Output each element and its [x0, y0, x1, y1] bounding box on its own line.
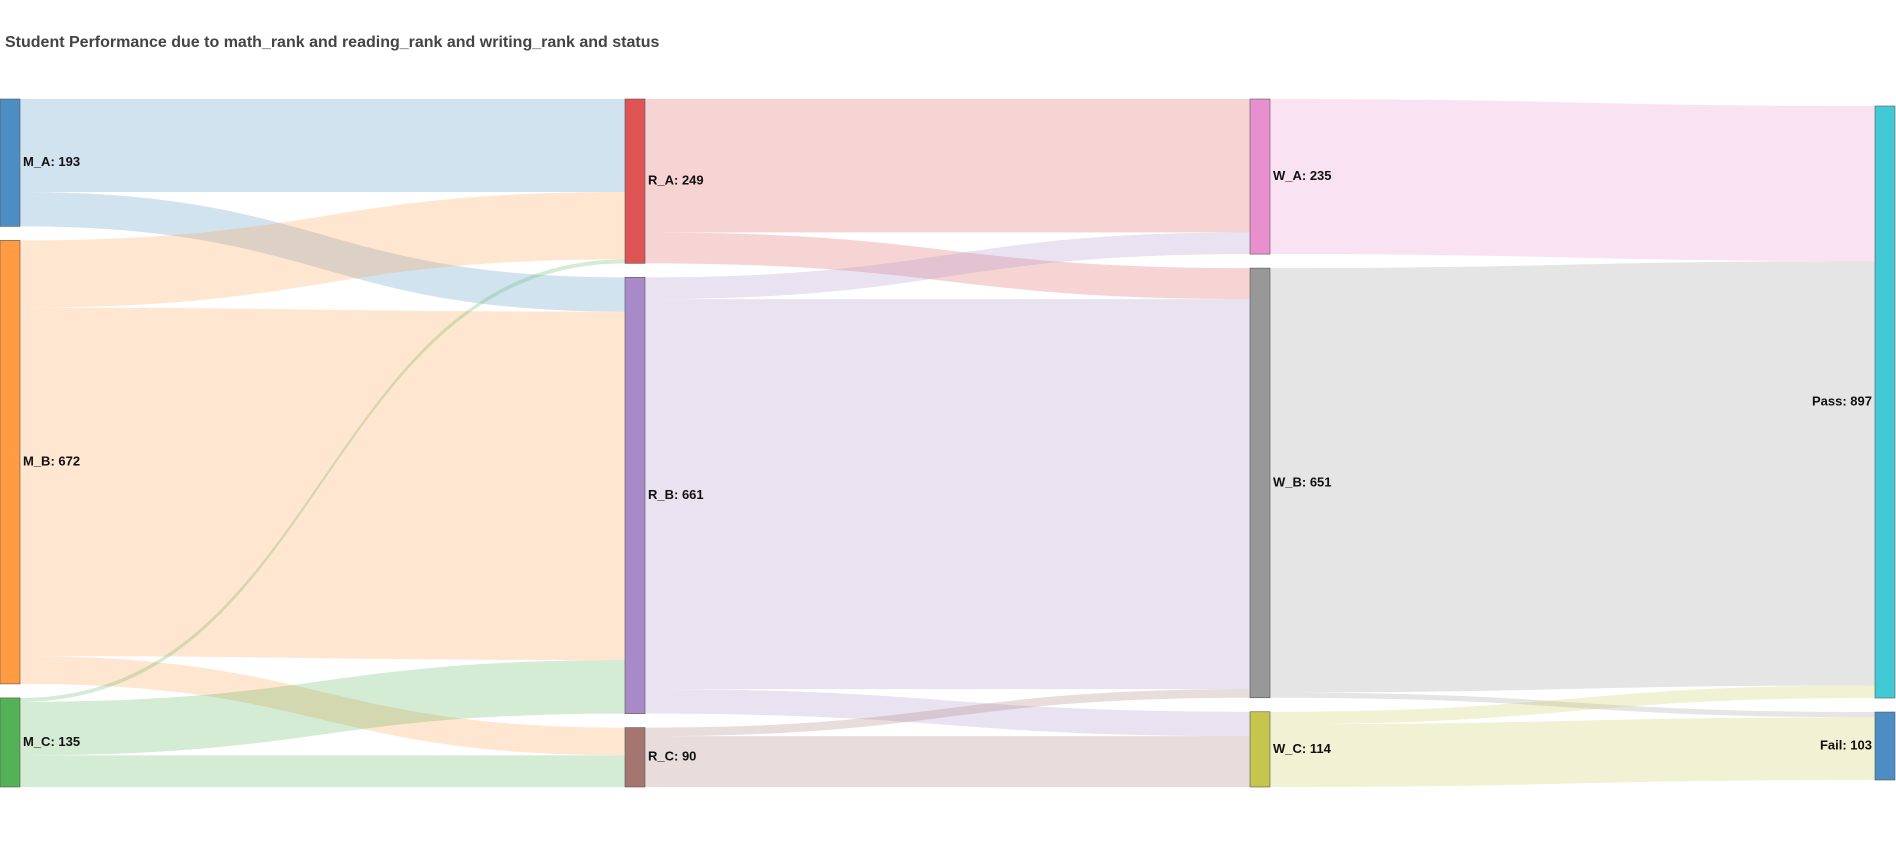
link-M_A-R_A[interactable] — [20, 99, 625, 193]
link-M_B-R_C[interactable] — [20, 656, 625, 756]
link-R_B-W_A[interactable] — [645, 232, 1250, 300]
node-label-R_B: R_B: 661 — [648, 487, 704, 502]
link-R_C-W_C[interactable] — [645, 736, 1250, 787]
node-label-Pass: Pass: 897 — [1812, 393, 1872, 408]
nodes-layer — [0, 98, 1896, 788]
node-label-Fail: Fail: 103 — [1820, 737, 1872, 752]
link-W_B-Fail[interactable] — [1270, 692, 1875, 718]
node-R_B[interactable] — [624, 277, 646, 714]
chart-title: Student Performance due to math_rank and… — [5, 34, 660, 51]
node-label-W_B: W_B: 651 — [1273, 474, 1332, 489]
node-Fail[interactable] — [1874, 711, 1896, 781]
link-R_B-W_C[interactable] — [645, 689, 1250, 737]
link-M_B-R_B[interactable] — [20, 307, 625, 661]
node-W_B[interactable] — [1249, 267, 1271, 699]
node-label-W_A: W_A: 235 — [1273, 168, 1332, 183]
link-W_A-Pass[interactable] — [1270, 99, 1875, 262]
node-R_A[interactable] — [624, 98, 646, 264]
link-M_A-R_B[interactable] — [20, 192, 625, 312]
node-label-R_C: R_C: 90 — [648, 749, 696, 764]
node-M_A[interactable] — [0, 98, 21, 227]
node-label-M_A: M_A: 193 — [23, 154, 80, 169]
node-M_B[interactable] — [0, 240, 21, 685]
link-W_C-Pass[interactable] — [1270, 685, 1875, 725]
link-M_C-R_A[interactable] — [20, 259, 625, 702]
node-label-M_C: M_C: 135 — [23, 734, 80, 749]
node-Pass[interactable] — [1874, 105, 1896, 699]
links-layer — [20, 99, 1875, 787]
link-R_A-W_B[interactable] — [645, 232, 1250, 300]
node-label-M_B: M_B: 672 — [23, 454, 80, 469]
link-M_B-R_A[interactable] — [20, 192, 625, 308]
link-M_C-R_C[interactable] — [20, 755, 625, 787]
node-M_C[interactable] — [0, 697, 21, 788]
link-R_C-W_B[interactable] — [645, 689, 1250, 737]
link-W_C-Fail[interactable] — [1270, 717, 1875, 787]
node-label-W_C: W_C: 114 — [1273, 741, 1332, 756]
node-W_A[interactable] — [1249, 98, 1271, 255]
link-R_A-W_A[interactable] — [645, 99, 1250, 233]
labels-layer: M_A: 193 M_B: 672 M_C: 135 R_A: 249 R_B: 661… — [23, 154, 1872, 764]
node-label-R_A: R_A: 249 — [648, 173, 704, 188]
node-R_C[interactable] — [624, 727, 646, 788]
link-R_B-W_B[interactable] — [645, 299, 1250, 690]
node-W_C[interactable] — [1249, 711, 1271, 788]
link-W_B-Pass[interactable] — [1270, 261, 1875, 693]
link-M_C-R_B[interactable] — [20, 660, 625, 756]
